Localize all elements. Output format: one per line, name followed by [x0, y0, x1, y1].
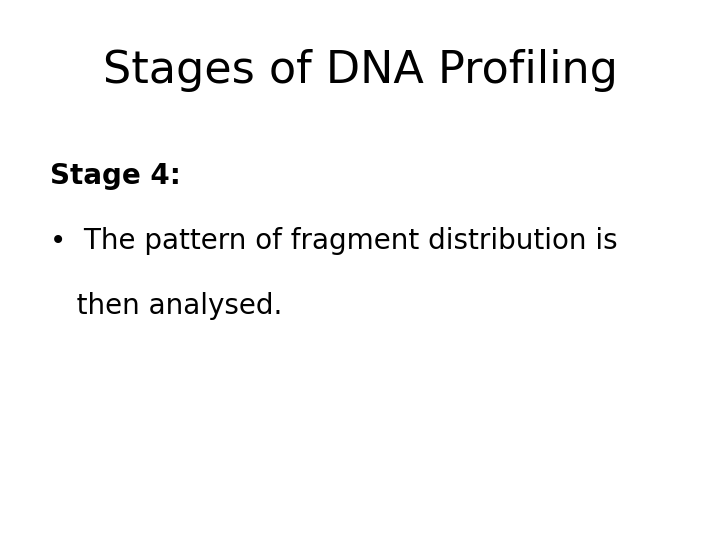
- Text: Stage 4:: Stage 4:: [50, 162, 181, 190]
- Text: Stages of DNA Profiling: Stages of DNA Profiling: [102, 49, 618, 92]
- Text: •  The pattern of fragment distribution is: • The pattern of fragment distribution i…: [50, 227, 618, 255]
- Text: then analysed.: then analysed.: [50, 292, 283, 320]
